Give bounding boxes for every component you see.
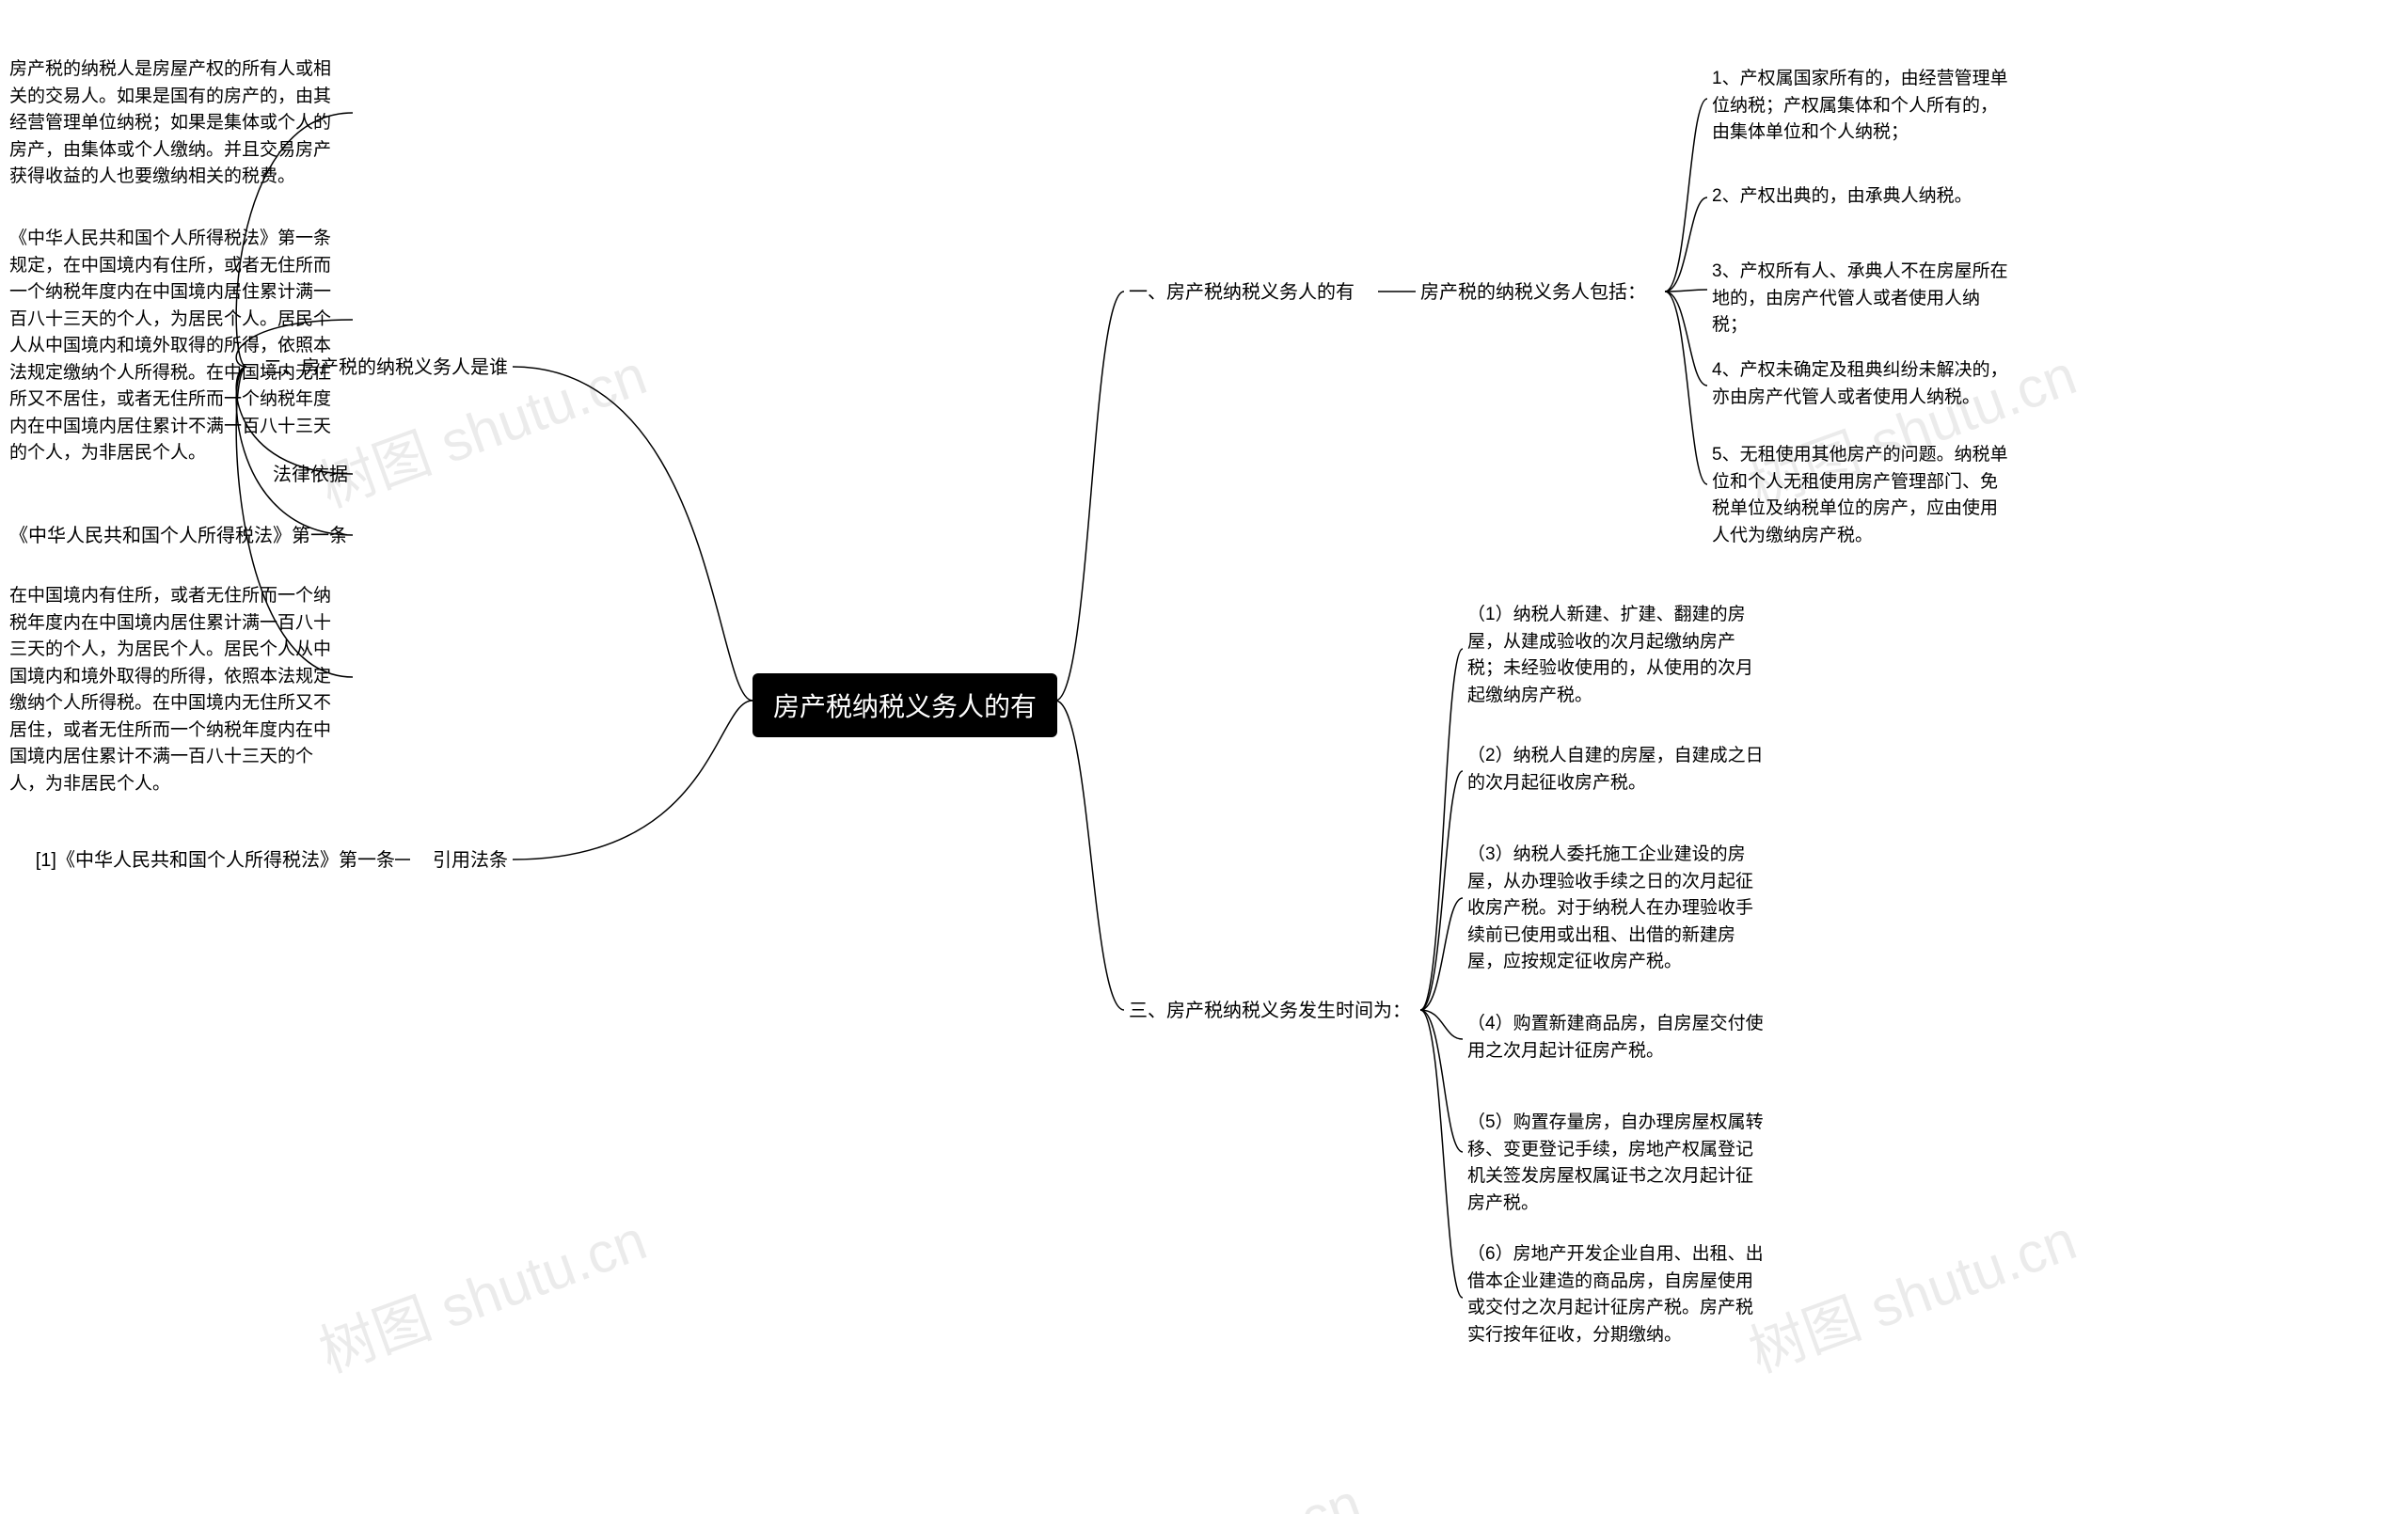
left-leaf-2-1: [1]《中华人民共和国个人所得税法》第一条 [36, 846, 395, 875]
watermark: 树图 shutu.cn [1736, 1194, 2085, 1388]
left-leaf-1-5: 在中国境内有住所，或者无住所而一个纳税年度内在中国境内居住累计满一百八十三天的个… [9, 583, 348, 797]
right-leaf-2-5: （5）购置存量房，自办理房屋权属转移、变更登记手续，房地产权属登记机关签发房屋权… [1467, 1110, 1768, 1217]
right-leaf-2-4: （4）购置新建商品房，自房屋交付使用之次月起计征房产税。 [1467, 1011, 1768, 1065]
left-leaf-1-1: 房产税的纳税人是房屋产权的所有人或相关的交易人。如果是国有的房产的，由其经营管理… [9, 56, 348, 191]
right-branch-1-sub: 房产税的纳税义务人包括： [1420, 278, 1646, 307]
right-branch-2: 三、房产税纳税义务发生时间为： [1129, 997, 1411, 1025]
right-leaf-1-1: 1、产权属国家所有的，由经营管理单位纳税；产权属集体和个人所有的，由集体单位和个… [1712, 66, 2013, 147]
right-leaf-1-2: 2、产权出典的，由承典人纳税。 [1712, 183, 2013, 211]
right-leaf-1-5: 5、无租使用其他房产的问题。纳税单位和个人无租使用房产管理部门、免税单位及纳税单… [1712, 442, 2013, 549]
right-leaf-1-3: 3、产权所有人、承典人不在房屋所在地的，由房产代管人或者使用人纳税； [1712, 259, 2013, 339]
left-leaf-1-2: 《中华人民共和国个人所得税法》第一条规定，在中国境内有住所，或者无住所而一个纳税… [9, 226, 348, 467]
right-leaf-2-2: （2）纳税人自建的房屋，自建成之日的次月起征收房产税。 [1467, 743, 1768, 796]
right-leaf-2-1: （1）纳税人新建、扩建、翻建的房屋，从建成验收的次月起缴纳房产税；未经验收使用的… [1467, 602, 1768, 709]
root-node: 房产税纳税义务人的有 [752, 673, 1057, 737]
right-leaf-1-4: 4、产权未确定及租典纠纷未解决的，亦由房产代管人或者使用人纳税。 [1712, 357, 2013, 411]
watermark: 树图 shutu.cn [1022, 1458, 1370, 1514]
left-leaf-1-4: 《中华人民共和国个人所得税法》第一条 [9, 522, 348, 550]
left-branch-2: 引用法条 [433, 846, 508, 875]
right-leaf-2-6: （6）房地产开发企业自用、出租、出借本企业建造的商品房，自房屋使用或交付之次月起… [1467, 1241, 1768, 1348]
left-leaf-1-3: 法律依据 [273, 461, 348, 489]
connector-lines [0, 0, 2408, 1514]
right-branch-1: 一、房产税纳税义务人的有 [1129, 278, 1354, 307]
right-leaf-2-3: （3）纳税人委托施工企业建设的房屋，从办理验收手续之日的次月起征收房产税。对于纳… [1467, 842, 1768, 976]
watermark: 树图 shutu.cn [307, 1194, 656, 1388]
